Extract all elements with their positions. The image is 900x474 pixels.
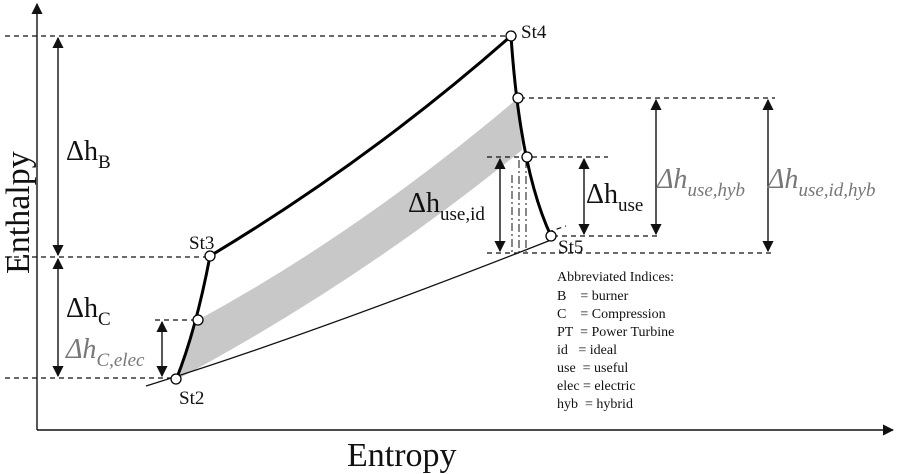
label-dh-b: ΔhB	[66, 136, 111, 173]
legend-item: C = Compression	[557, 307, 666, 322]
isobar-low	[145, 239, 552, 387]
point-mid-comp	[192, 314, 204, 326]
point-st4	[505, 30, 517, 42]
label-st2: St2	[179, 388, 204, 409]
legend-item: PT = Power Turbine	[557, 325, 674, 340]
burner-curve	[209, 34, 512, 258]
loss-band	[176, 98, 522, 380]
x-axis-title: Entropy	[347, 437, 457, 474]
legend-item: hyb = hybrid	[557, 397, 633, 412]
label-dh-use-id: Δhuse,id	[408, 188, 485, 225]
label-st4: St4	[521, 22, 547, 43]
legend-item: id = ideal	[557, 343, 617, 358]
label-dh-use-id-hyb: Δhuse,id,hyb	[767, 164, 875, 201]
y-axis-title: Enthalpy	[0, 151, 37, 274]
label-st5: St5	[558, 237, 583, 258]
point-st5	[545, 230, 557, 242]
label-st3: St3	[189, 233, 214, 254]
legend-item: B = burner	[557, 289, 629, 304]
point-st3	[204, 250, 216, 262]
label-dh-use: Δhuse	[586, 179, 643, 216]
point-use	[521, 151, 533, 163]
legend-item: use = useful	[557, 361, 628, 376]
point-st2	[170, 373, 182, 385]
legend: Abbreviated Indices: B = burner C = Comp…	[557, 270, 674, 412]
legend-title: Abbreviated Indices:	[557, 270, 674, 285]
point-hyb	[512, 92, 524, 104]
label-dh-c: ΔhC	[66, 293, 111, 330]
label-dh-use-hyb: Δhuse,hyb	[656, 164, 745, 201]
legend-item: elec = electric	[557, 379, 636, 394]
label-dh-c-elec: ΔhC,elec	[65, 334, 145, 371]
